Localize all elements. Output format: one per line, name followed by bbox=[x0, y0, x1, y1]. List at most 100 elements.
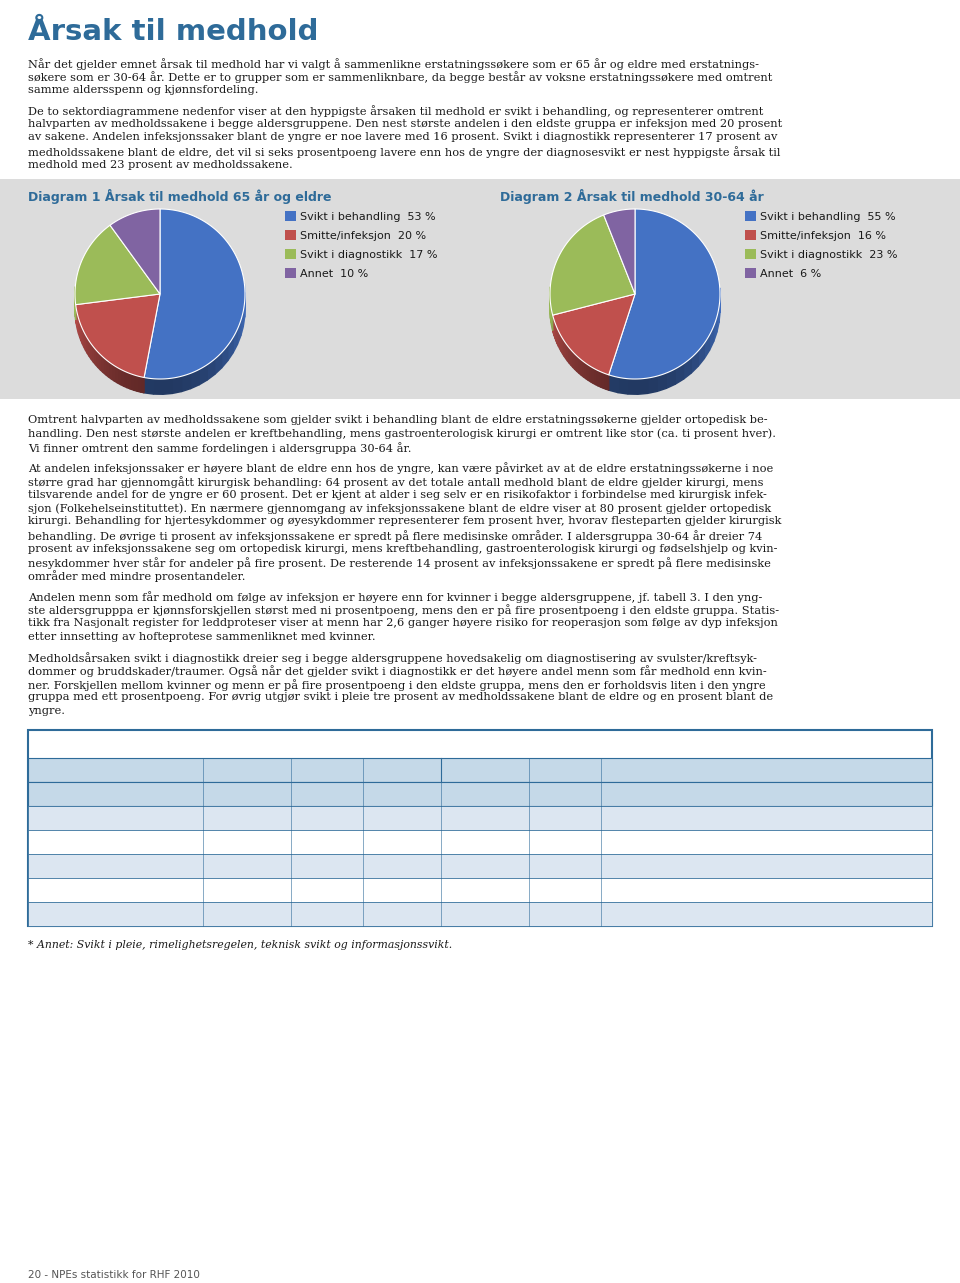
Polygon shape bbox=[85, 335, 87, 353]
Bar bbox=[28, 878, 932, 902]
Text: Svikt i diagnostikk  17 %: Svikt i diagnostikk 17 % bbox=[300, 250, 438, 260]
Text: 100 %: 100 % bbox=[246, 907, 286, 920]
Text: Svikt i behandling  55 %: Svikt i behandling 55 % bbox=[760, 212, 896, 222]
Polygon shape bbox=[222, 345, 228, 368]
Polygon shape bbox=[717, 308, 719, 332]
Polygon shape bbox=[80, 322, 81, 340]
Text: 20 - NPEs statistikk for RHF 2010: 20 - NPEs statistikk for RHF 2010 bbox=[28, 1270, 200, 1280]
Text: søkere som er 30-64 år. Dette er to grupper som er sammenliknbare, da begge best: søkere som er 30-64 år. Dette er to grup… bbox=[28, 72, 773, 83]
Text: 65 år og eldre (N=1021): 65 år og eldre (N=1021) bbox=[242, 762, 402, 777]
Polygon shape bbox=[233, 330, 237, 353]
Polygon shape bbox=[181, 373, 190, 391]
Text: Årsak til medhold: Årsak til medhold bbox=[34, 786, 151, 799]
Text: 100 %: 100 % bbox=[634, 907, 674, 920]
Text: ner. Forskjellen mellom kvinner og menn er på fire prosentpoeng i den eldste gru: ner. Forskjellen mellom kvinner og menn … bbox=[28, 679, 766, 690]
Polygon shape bbox=[84, 332, 85, 350]
Text: tilsvarende andel for de yngre er 60 prosent. Det er kjent at alder i seg selv e: tilsvarende andel for de yngre er 60 pro… bbox=[28, 490, 767, 499]
Polygon shape bbox=[553, 294, 635, 375]
Polygon shape bbox=[598, 371, 601, 387]
Text: Kvinne: Kvinne bbox=[227, 786, 267, 799]
Polygon shape bbox=[163, 378, 172, 394]
Polygon shape bbox=[133, 375, 137, 391]
Polygon shape bbox=[137, 376, 140, 393]
Text: Smitte/infeksjon: Smitte/infeksjon bbox=[34, 834, 131, 848]
Text: 58 %: 58 % bbox=[494, 811, 524, 824]
Text: 17 %: 17 % bbox=[406, 858, 436, 871]
Polygon shape bbox=[172, 376, 181, 394]
Polygon shape bbox=[111, 364, 114, 381]
Polygon shape bbox=[124, 371, 127, 387]
Polygon shape bbox=[571, 350, 573, 367]
Polygon shape bbox=[558, 328, 559, 346]
Text: 16 %: 16 % bbox=[644, 834, 674, 848]
Bar bbox=[0, 180, 960, 399]
Polygon shape bbox=[108, 362, 111, 378]
Text: 100 %: 100 % bbox=[396, 907, 436, 920]
Text: Totalt: Totalt bbox=[386, 786, 419, 799]
Text: 100 %: 100 % bbox=[556, 907, 596, 920]
Polygon shape bbox=[628, 378, 637, 394]
Polygon shape bbox=[110, 209, 160, 294]
Polygon shape bbox=[618, 377, 628, 394]
Text: Totalt: Totalt bbox=[34, 907, 72, 920]
Text: * Annet: Svikt i pleie, rimelighetsregelen, teknisk svikt og informasjonssvikt.: * Annet: Svikt i pleie, rimelighetsregel… bbox=[28, 939, 452, 949]
Polygon shape bbox=[575, 354, 577, 372]
Polygon shape bbox=[75, 226, 160, 304]
Bar bbox=[28, 830, 932, 853]
Text: Omtrent halvparten av medholdssakene som gjelder svikt i behandling blant de eld: Omtrent halvparten av medholdssakene som… bbox=[28, 414, 768, 425]
Text: sjon (Folkehelseinstituttet). En nærmere gjennomgang av infeksjonssakene blant d: sjon (Folkehelseinstituttet). En nærmere… bbox=[28, 503, 771, 513]
Text: samme aldersspenn og kjønnsfordeling.: samme aldersspenn og kjønnsfordeling. bbox=[28, 85, 258, 95]
Text: Tabell 3:  Årsak til medhold fordelt på aldersgrupper og kjønn: Tabell 3: Årsak til medhold fordelt på a… bbox=[36, 734, 501, 749]
Polygon shape bbox=[228, 337, 233, 361]
Polygon shape bbox=[606, 373, 609, 390]
Bar bbox=[285, 268, 296, 278]
Polygon shape bbox=[709, 326, 713, 350]
Polygon shape bbox=[76, 294, 160, 377]
Polygon shape bbox=[556, 326, 558, 344]
Text: nesykdommer hver står for andeler på fire prosent. De resterende 14 prosent av i: nesykdommer hver står for andeler på fir… bbox=[28, 557, 771, 568]
Text: 9 %: 9 % bbox=[336, 883, 358, 896]
Text: 8 %: 8 % bbox=[502, 883, 524, 896]
Bar bbox=[745, 268, 756, 278]
Text: 52 %: 52 % bbox=[566, 811, 596, 824]
Text: medholdssakene blant de eldre, det vil si seks prosentpoeng lavere enn hos de yn: medholdssakene blant de eldre, det vil s… bbox=[28, 146, 780, 158]
Polygon shape bbox=[604, 209, 635, 294]
Text: 12 %: 12 % bbox=[494, 834, 524, 848]
Polygon shape bbox=[131, 373, 133, 390]
Polygon shape bbox=[96, 349, 98, 367]
Polygon shape bbox=[573, 353, 575, 370]
Polygon shape bbox=[93, 346, 96, 364]
Text: Medholdsårsaken svikt i diagnostikk dreier seg i begge aldersgruppene hovedsakel: Medholdsårsaken svikt i diagnostikk drei… bbox=[28, 652, 757, 663]
Polygon shape bbox=[637, 378, 647, 394]
Text: Svikt i diagnostikk: Svikt i diagnostikk bbox=[34, 858, 142, 871]
Text: 22 %: 22 % bbox=[494, 858, 524, 871]
Text: 50 %: 50 % bbox=[328, 811, 358, 824]
Bar bbox=[28, 806, 932, 830]
Polygon shape bbox=[237, 321, 241, 345]
Polygon shape bbox=[154, 378, 163, 394]
Bar bbox=[28, 757, 932, 781]
Text: ste aldersgrupppa er kjønnsforskjellen størst med ni prosentpoeng, mens den er p: ste aldersgrupppa er kjønnsforskjellen s… bbox=[28, 604, 780, 616]
Polygon shape bbox=[579, 358, 582, 375]
Text: 55 %: 55 % bbox=[644, 811, 674, 824]
Polygon shape bbox=[675, 364, 684, 384]
Polygon shape bbox=[595, 370, 598, 386]
Text: 23 %: 23 % bbox=[566, 858, 596, 871]
Bar bbox=[28, 902, 932, 925]
Polygon shape bbox=[588, 364, 590, 382]
Polygon shape bbox=[199, 364, 207, 385]
Polygon shape bbox=[89, 341, 91, 359]
Bar bbox=[28, 853, 932, 878]
Polygon shape bbox=[684, 358, 691, 378]
Polygon shape bbox=[121, 370, 124, 386]
Polygon shape bbox=[207, 359, 215, 380]
Bar bbox=[285, 249, 296, 259]
Text: Årsak til medhold: Årsak til medhold bbox=[28, 18, 319, 46]
Polygon shape bbox=[584, 362, 586, 378]
Text: 100 %: 100 % bbox=[318, 907, 358, 920]
Text: kirurgi. Behandling for hjertesykdommer og øyesykdommer representerer fem prosen: kirurgi. Behandling for hjertesykdommer … bbox=[28, 517, 781, 526]
Text: Smitte/infeksjon  20 %: Smitte/infeksjon 20 % bbox=[300, 231, 426, 241]
Text: prosent av infeksjonssakene seg om ortopedisk kirurgi, mens kreftbehandling, gas: prosent av infeksjonssakene seg om ortop… bbox=[28, 544, 778, 553]
Bar bbox=[745, 230, 756, 240]
Text: gruppa med ett prosentpoeng. For øvrig utgjør svikt i pleie tre prosent av medho: gruppa med ett prosentpoeng. For øvrig u… bbox=[28, 693, 773, 703]
